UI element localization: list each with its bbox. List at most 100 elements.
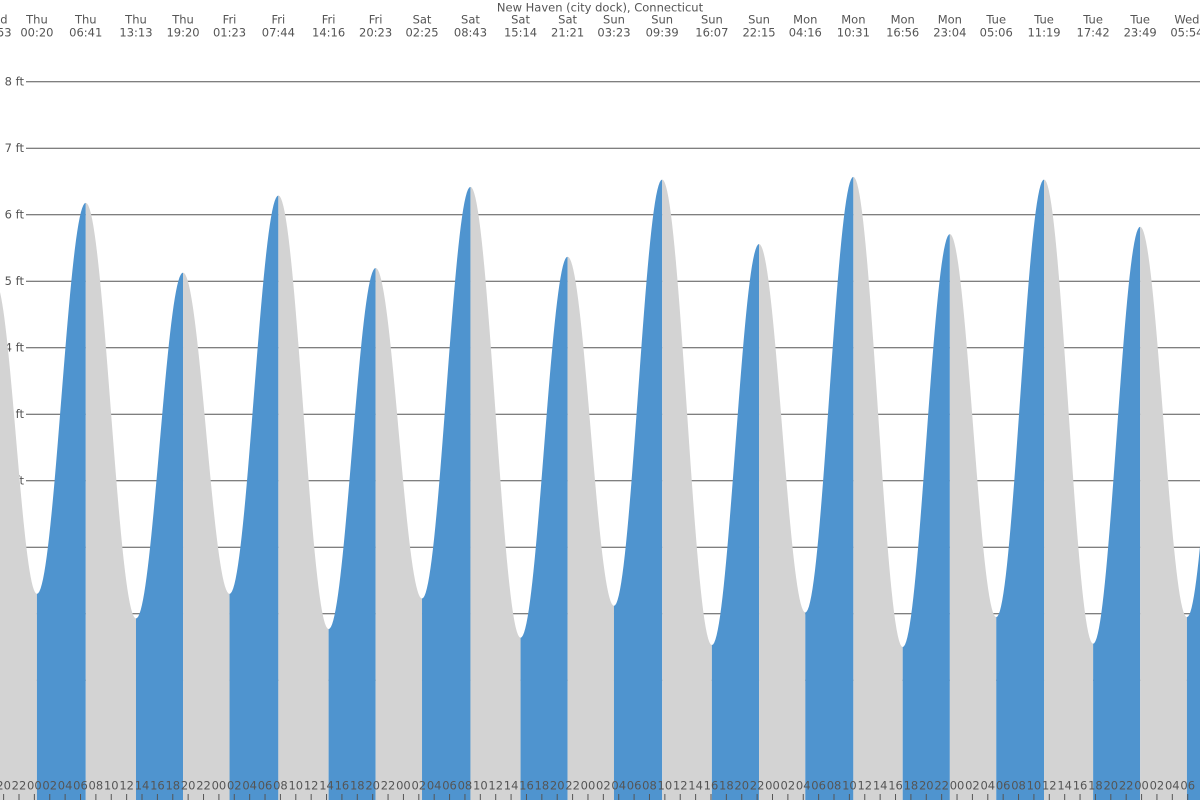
x-tick-label: 02 [227, 779, 242, 793]
x-tick-label: 16 [519, 779, 534, 793]
event-day: Fri [272, 13, 286, 27]
x-tick-label: 02 [42, 779, 57, 793]
event-time: 10:31 [837, 26, 870, 40]
event-day: Thu [25, 13, 48, 27]
x-tick-label: 22 [934, 779, 949, 793]
falling-tide [470, 186, 521, 800]
x-tick-label: 04 [796, 779, 811, 793]
rising-tide [135, 272, 184, 800]
x-tick-label: 12 [488, 779, 503, 793]
x-tick-label: 06 [258, 779, 273, 793]
x-tick-label: 16 [888, 779, 903, 793]
event-day: Wed [0, 13, 8, 27]
event-day: Mon [841, 13, 865, 27]
rising-tide [1093, 226, 1141, 800]
x-tick-label: 12 [1042, 779, 1057, 793]
x-tick-label: 06 [442, 779, 457, 793]
x-tick-label: 08 [89, 779, 104, 793]
x-tick-label: 20 [1103, 779, 1118, 793]
x-tick-label: 10 [288, 779, 303, 793]
x-tick-label: 18 [904, 779, 919, 793]
y-tick-label: 6 ft [5, 207, 25, 221]
x-tick-label: 08 [642, 779, 657, 793]
event-time: 00:20 [20, 26, 53, 40]
rising-tide [229, 195, 279, 800]
x-tick-label: 14 [873, 779, 888, 793]
tide-areas [0, 176, 1200, 800]
event-day: Mon [793, 13, 817, 27]
event-time: 18:53 [0, 26, 12, 40]
x-tick-label: 04 [1165, 779, 1180, 793]
falling-tide [183, 272, 230, 800]
rising-tide [613, 179, 663, 800]
event-day: Mon [938, 13, 962, 27]
x-tick-label: 20 [365, 779, 380, 793]
falling-tide [759, 244, 806, 800]
event-time: 15:14 [504, 26, 537, 40]
falling-tide [567, 256, 614, 800]
y-tick-label: 5 ft [5, 274, 25, 288]
x-tick-label: 18 [719, 779, 734, 793]
x-tick-label: 14 [1057, 779, 1072, 793]
falling-tide [85, 202, 136, 800]
x-tick-label: 00 [212, 779, 227, 793]
event-time: 01:23 [213, 26, 246, 40]
x-tick-label: 20 [919, 779, 934, 793]
falling-tide [949, 234, 997, 800]
x-tick-label: 20 [550, 779, 565, 793]
event-time: 03:23 [597, 26, 630, 40]
falling-tide [278, 195, 329, 800]
x-tick-label: 18 [165, 779, 180, 793]
event-day: Mon [891, 13, 915, 27]
x-tick-label: 08 [1011, 779, 1026, 793]
event-day: Sun [651, 13, 673, 27]
x-tick-label: 08 [458, 779, 473, 793]
x-tick-label: 02 [1150, 779, 1165, 793]
event-day: Sun [603, 13, 625, 27]
event-time: 16:56 [886, 26, 919, 40]
x-tick-label: 14 [135, 779, 150, 793]
event-time: 17:42 [1077, 26, 1110, 40]
x-tick-label: 00 [396, 779, 411, 793]
event-time: 23:04 [933, 26, 966, 40]
x-tick-label: 04 [980, 779, 995, 793]
x-tick-label: 02 [596, 779, 611, 793]
x-tick-label: 20 [0, 779, 11, 793]
rising-tide [520, 256, 568, 800]
event-time: 13:13 [119, 26, 152, 40]
event-day: Sun [701, 13, 723, 27]
x-tick-label: 18 [350, 779, 365, 793]
falling-tide [1140, 226, 1187, 800]
x-tick-label: 08 [827, 779, 842, 793]
x-tick-label: 00 [1134, 779, 1149, 793]
rising-tide [328, 268, 376, 800]
x-tick-label: 10 [473, 779, 488, 793]
x-tick-label: 02 [965, 779, 980, 793]
event-day: Wed [1174, 13, 1199, 27]
event-time: 23:49 [1124, 26, 1157, 40]
x-tick-label: 10 [1027, 779, 1042, 793]
event-time: 19:20 [166, 26, 199, 40]
event-day: Sat [511, 13, 530, 27]
event-time: 14:16 [312, 26, 345, 40]
event-day: Sat [558, 13, 577, 27]
x-tick-label: 06 [996, 779, 1011, 793]
event-day: Tue [1129, 13, 1150, 27]
x-tick-label: 02 [411, 779, 426, 793]
event-day: Tue [985, 13, 1006, 27]
x-tick-label: 00 [581, 779, 596, 793]
x-tick-label: 12 [857, 779, 872, 793]
x-tick-label: 18 [1088, 779, 1103, 793]
x-tick-label: 16 [1073, 779, 1088, 793]
event-time: 08:43 [454, 26, 487, 40]
event-day: Tue [1033, 13, 1054, 27]
x-tick-label: 14 [688, 779, 703, 793]
x-tick-label: 10 [842, 779, 857, 793]
event-time: 11:19 [1027, 26, 1060, 40]
x-tick-label: 22 [381, 779, 396, 793]
x-tick-label: 10 [104, 779, 119, 793]
event-time: 06:41 [69, 26, 102, 40]
rising-tide [36, 202, 86, 800]
x-tick-label: 12 [304, 779, 319, 793]
